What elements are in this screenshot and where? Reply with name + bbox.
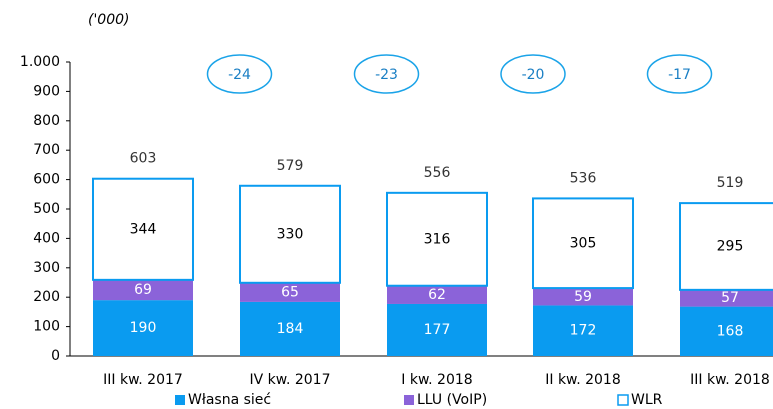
bar-segment (240, 282, 340, 302)
unit-label: ('000) (88, 12, 130, 28)
y-tick-label: 600 (33, 172, 60, 188)
data-label: 65 (281, 284, 299, 300)
y-tick-label: 300 (33, 260, 60, 276)
total-label: 579 (277, 158, 304, 174)
bar-segment (533, 305, 633, 356)
y-tick-label: 700 (33, 142, 60, 158)
change-label: -24 (228, 67, 251, 83)
y-tick-label: 0 (51, 348, 60, 364)
bar-segment (93, 300, 193, 356)
y-tick-label: 100 (33, 319, 60, 335)
data-label: 305 (570, 235, 597, 251)
legend-label: Własna sieć (188, 392, 271, 408)
legend-swatch (175, 395, 185, 405)
bar-segment (679, 202, 773, 291)
data-label: 190 (130, 320, 157, 336)
data-label: 59 (574, 289, 592, 305)
total-label: 556 (424, 165, 451, 181)
bar-segment (386, 191, 488, 287)
x-tick-label: III kw. 2017 (103, 372, 183, 388)
change-oval (500, 54, 566, 94)
y-tick-label: 400 (33, 230, 60, 246)
y-tick-label: 1.000 (20, 54, 60, 70)
legend-swatch (404, 395, 414, 405)
data-label: 57 (721, 290, 739, 306)
data-label: 172 (570, 323, 597, 339)
change-label: -20 (522, 67, 545, 83)
legend-label: WLR (631, 392, 663, 408)
data-label: 168 (717, 323, 744, 339)
bar-segment (239, 184, 341, 284)
x-tick-label: IV kw. 2017 (250, 372, 331, 388)
change-oval (646, 54, 713, 94)
total-label: 603 (130, 151, 157, 167)
bar-segment (92, 177, 194, 281)
total-label: 536 (570, 170, 597, 186)
bar-segment (240, 301, 340, 356)
total-label: 519 (717, 175, 744, 191)
bar-segment (93, 279, 193, 301)
y-tick-label: 900 (33, 83, 60, 99)
y-tick-label: 500 (33, 201, 60, 217)
data-label: 344 (130, 221, 157, 237)
data-label: 69 (134, 282, 152, 298)
bar-segment (387, 303, 487, 356)
x-tick-label: III kw. 2018 (690, 372, 770, 388)
bar-segment (532, 197, 634, 290)
change-oval (353, 54, 420, 94)
legend-swatch (617, 394, 629, 406)
y-tick-label: 200 (33, 289, 60, 305)
x-tick-label: I kw. 2018 (401, 372, 472, 388)
data-label: 330 (277, 226, 304, 242)
data-label: 62 (428, 287, 446, 303)
change-label: -23 (375, 67, 398, 83)
data-label: 295 (717, 238, 744, 254)
change-oval (206, 54, 273, 94)
bar-segment (680, 289, 773, 307)
data-label: 177 (424, 322, 451, 338)
y-tick-label: 800 (33, 113, 60, 129)
change-label: -17 (668, 67, 691, 83)
bar-segment (533, 288, 633, 306)
bar-segment (680, 306, 773, 356)
legend-label: LLU (VoIP) (417, 392, 487, 408)
bar-segment (387, 285, 487, 304)
x-tick-label: II kw. 2018 (545, 372, 621, 388)
data-label: 316 (424, 231, 451, 247)
data-label: 184 (277, 321, 304, 337)
